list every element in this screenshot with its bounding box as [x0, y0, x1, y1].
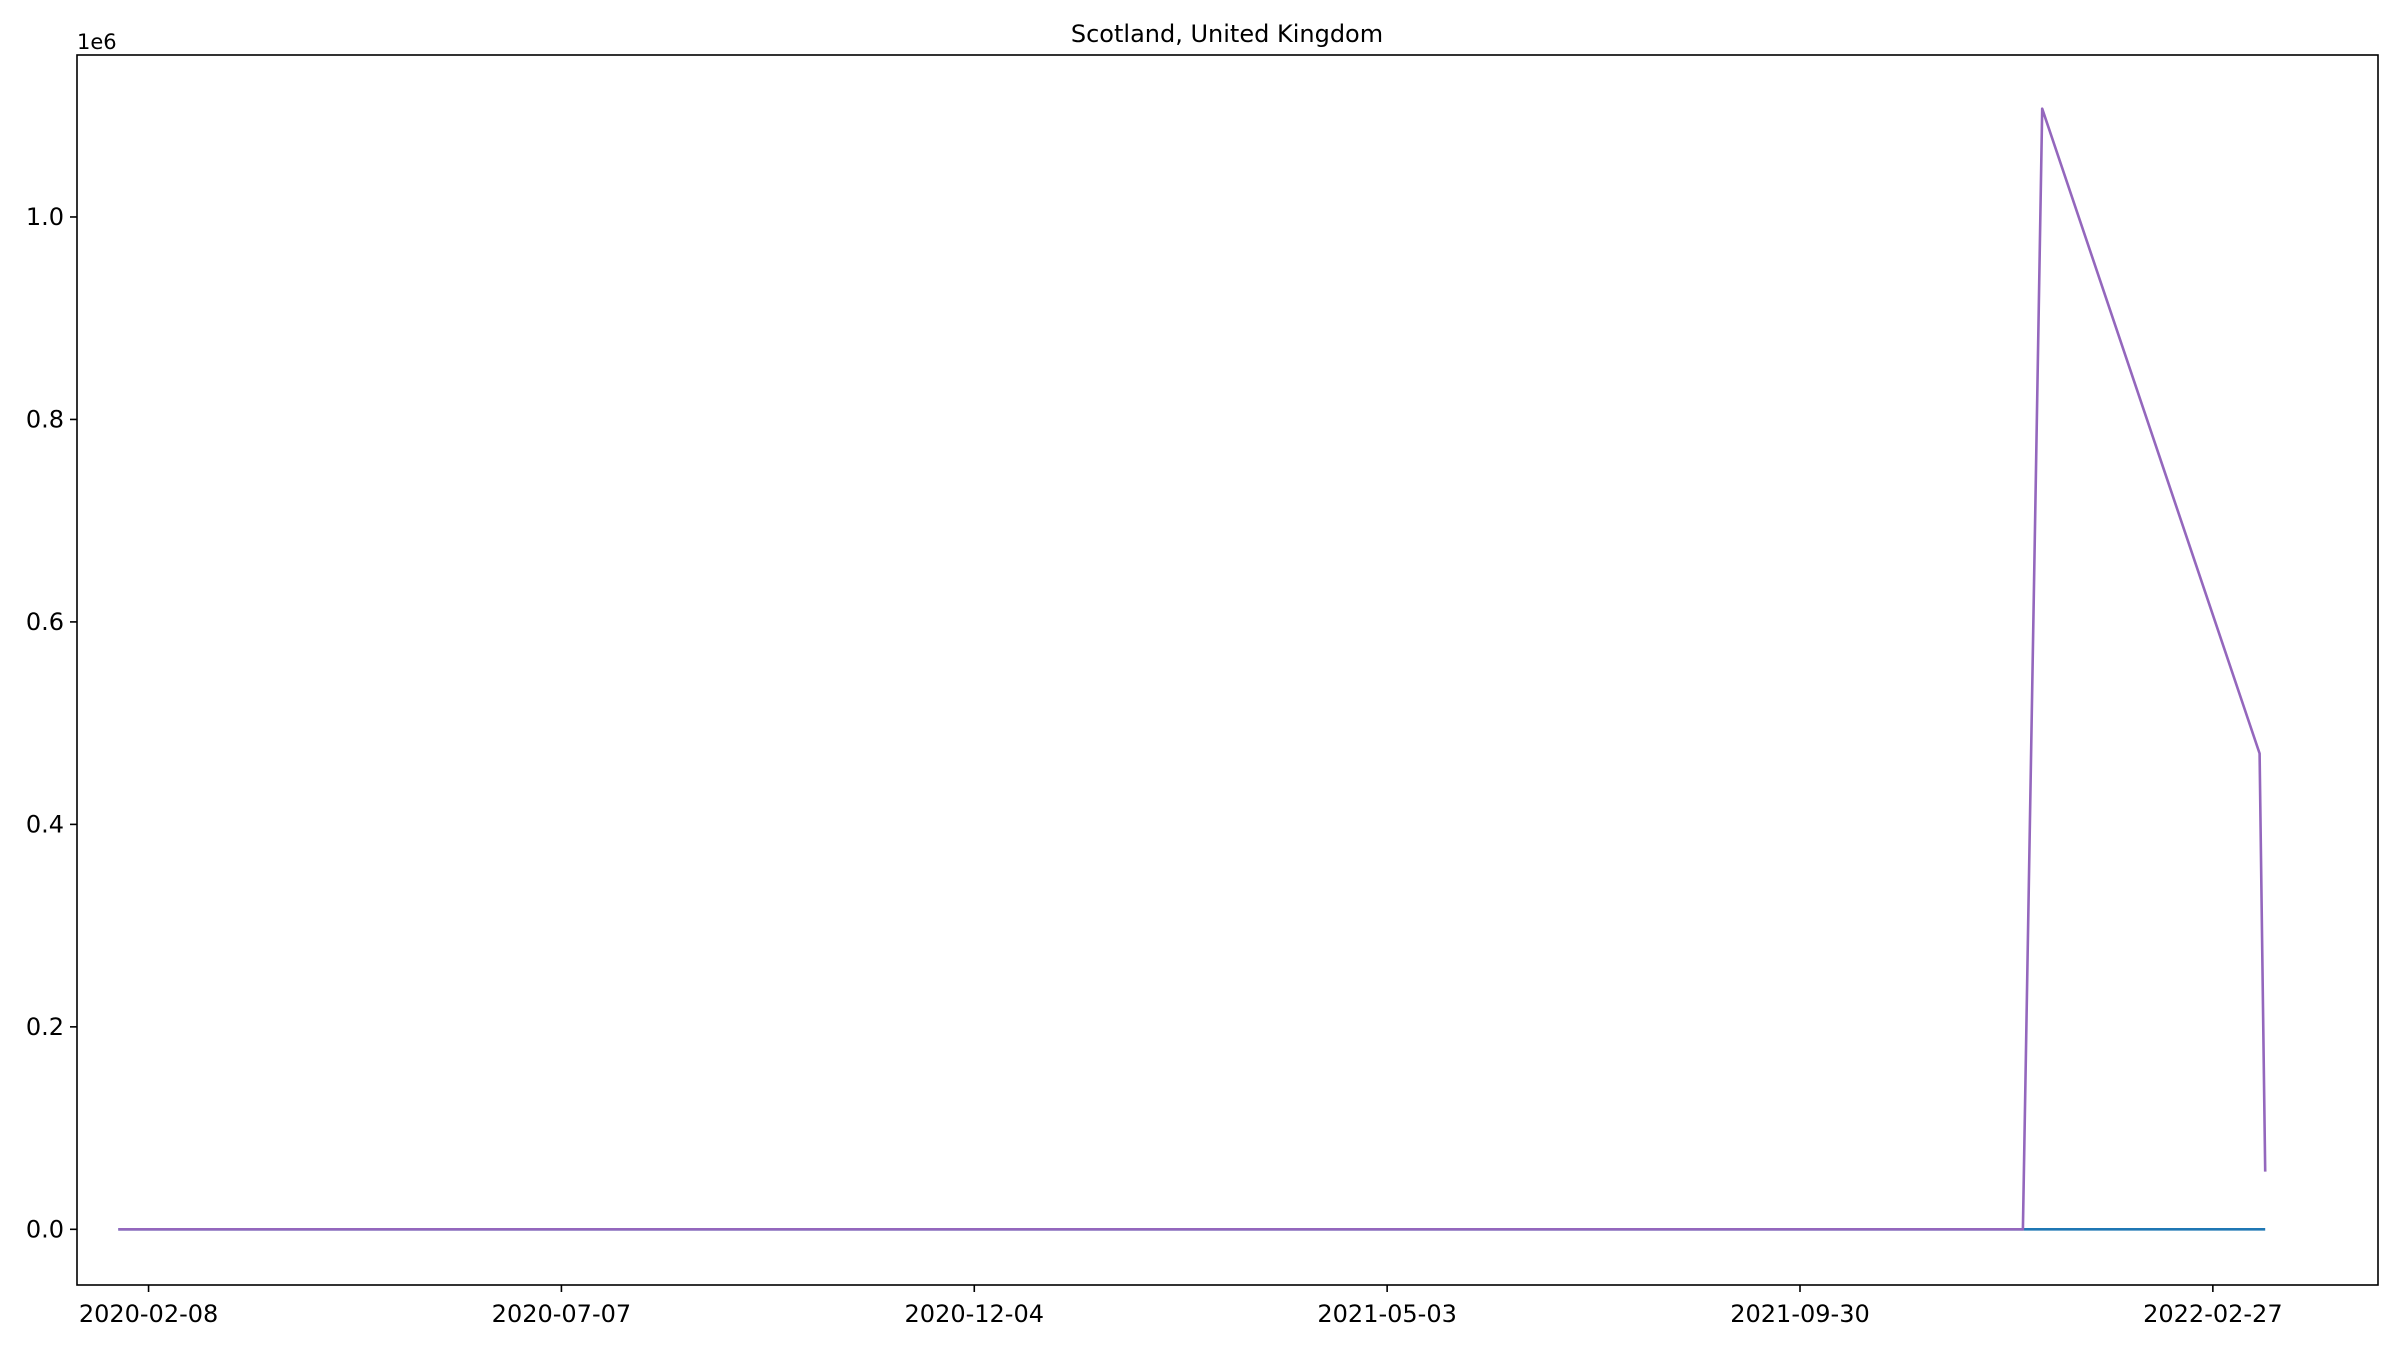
- x-tick-label: 2021-05-03: [1317, 1300, 1456, 1328]
- chart-title: Scotland, United Kingdom: [1071, 20, 1383, 48]
- y-tick-label: 0.8: [26, 405, 64, 433]
- x-tick-label: 2020-07-07: [492, 1300, 631, 1328]
- x-axis: 2020-02-08 2020-07-07 2020-12-04 2021-05-03…: [79, 1285, 2283, 1328]
- y-axis: 0.0 0.2 0.4 0.6 0.8 1.0: [26, 203, 77, 1243]
- series-line-2: [118, 107, 2267, 1231]
- x-tick-label: 2020-02-08: [79, 1300, 218, 1328]
- y-tick-label: 1.0: [26, 203, 64, 231]
- plot-frame: [76, 54, 2379, 1286]
- x-tick-label: 2021-09-30: [1730, 1300, 1869, 1328]
- y-tick-label: 0.6: [26, 608, 64, 636]
- y-tick-label: 0.0: [26, 1215, 64, 1243]
- plot-lines: [118, 107, 2267, 1231]
- x-tick-label: 2022-02-27: [2143, 1300, 2282, 1328]
- y-offset-label: 1e6: [77, 30, 117, 54]
- x-tick-label: 2020-12-04: [905, 1300, 1044, 1328]
- y-tick-label: 0.4: [26, 810, 64, 838]
- y-tick-label: 0.2: [26, 1013, 64, 1041]
